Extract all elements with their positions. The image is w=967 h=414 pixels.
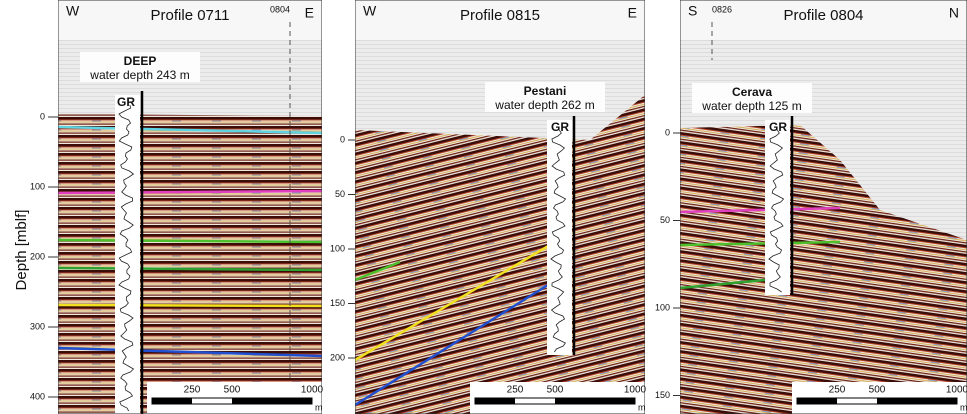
profile-panel (355, 0, 645, 414)
profile-panel (58, 0, 322, 414)
scale-label: 500 (547, 385, 564, 396)
log-label: GR (117, 95, 135, 109)
y-tick-label: 150 (655, 390, 670, 400)
profile-title: Profile 0804 (783, 7, 863, 24)
profile-title: Profile 0711 (151, 7, 230, 24)
y-tick-label: 400 (30, 391, 45, 401)
y-tick-label: 200 (330, 352, 345, 362)
scale-label: 1000 (624, 385, 647, 396)
water-depth: water depth 262 m (494, 98, 594, 112)
scale-label: 250 (507, 385, 524, 396)
horizon (58, 305, 322, 306)
profile-title: Profile 0815 (460, 7, 540, 24)
scale-bar-seg (877, 398, 957, 404)
y-tick-label: 200 (30, 251, 45, 261)
crossing-label: 0804 (270, 4, 290, 14)
well-column (765, 120, 790, 295)
crossing-label: 0826 (712, 4, 732, 14)
scale-bar-seg (232, 398, 312, 404)
well-name: Pestani (524, 84, 567, 98)
water-depth: water depth 243 m (89, 68, 189, 82)
scale-unit: m (315, 402, 323, 412)
y-tick-label: 0 (665, 127, 670, 137)
profile-panel (680, 0, 967, 414)
seismic-image (355, 95, 645, 414)
y-tick-label: 100 (330, 243, 345, 253)
scale-bar-seg (797, 398, 837, 404)
profile-left: S (688, 3, 697, 19)
log-label: GR (551, 120, 569, 134)
profile-right: E (628, 5, 637, 21)
y-tick-label: 300 (30, 321, 45, 331)
profile-left: W (363, 3, 377, 19)
y-tick-label: 100 (30, 181, 45, 191)
y-tick-label: 0 (340, 134, 345, 144)
profile-right: N (949, 5, 959, 21)
scale-unit: m (960, 402, 967, 412)
scale-label: 250 (829, 385, 846, 396)
well-column (547, 120, 572, 355)
figure: Depth [mblf] 2505001000mWProfile 0711E08… (0, 0, 967, 414)
y-tick-label: 150 (330, 298, 345, 308)
well-name: DEEP (124, 54, 157, 68)
y-axis-label: Depth [mblf] (13, 210, 30, 291)
profile-left: W (66, 3, 80, 19)
scale-label: 250 (184, 385, 201, 396)
y-tick-label: 0 (40, 111, 45, 121)
scale-label: 500 (224, 385, 241, 396)
profile-right: E (305, 5, 314, 21)
log-label: GR (769, 120, 787, 134)
y-tick-label: 50 (660, 215, 670, 225)
seismic-image (58, 114, 322, 414)
scale-bar-seg (152, 398, 192, 404)
y-tick-label: 100 (655, 302, 670, 312)
scale-label: 1000 (301, 385, 324, 396)
scale-label: 500 (869, 385, 886, 396)
y-tick-label: 50 (335, 189, 345, 199)
scale-label: 1000 (946, 385, 967, 396)
well-name: Cerava (732, 85, 772, 99)
scale-unit: m (638, 402, 646, 412)
scale-bar-seg (555, 398, 635, 404)
well-column (115, 95, 140, 414)
scale-bar-seg (475, 398, 515, 404)
water-depth: water depth 125 m (701, 99, 801, 113)
